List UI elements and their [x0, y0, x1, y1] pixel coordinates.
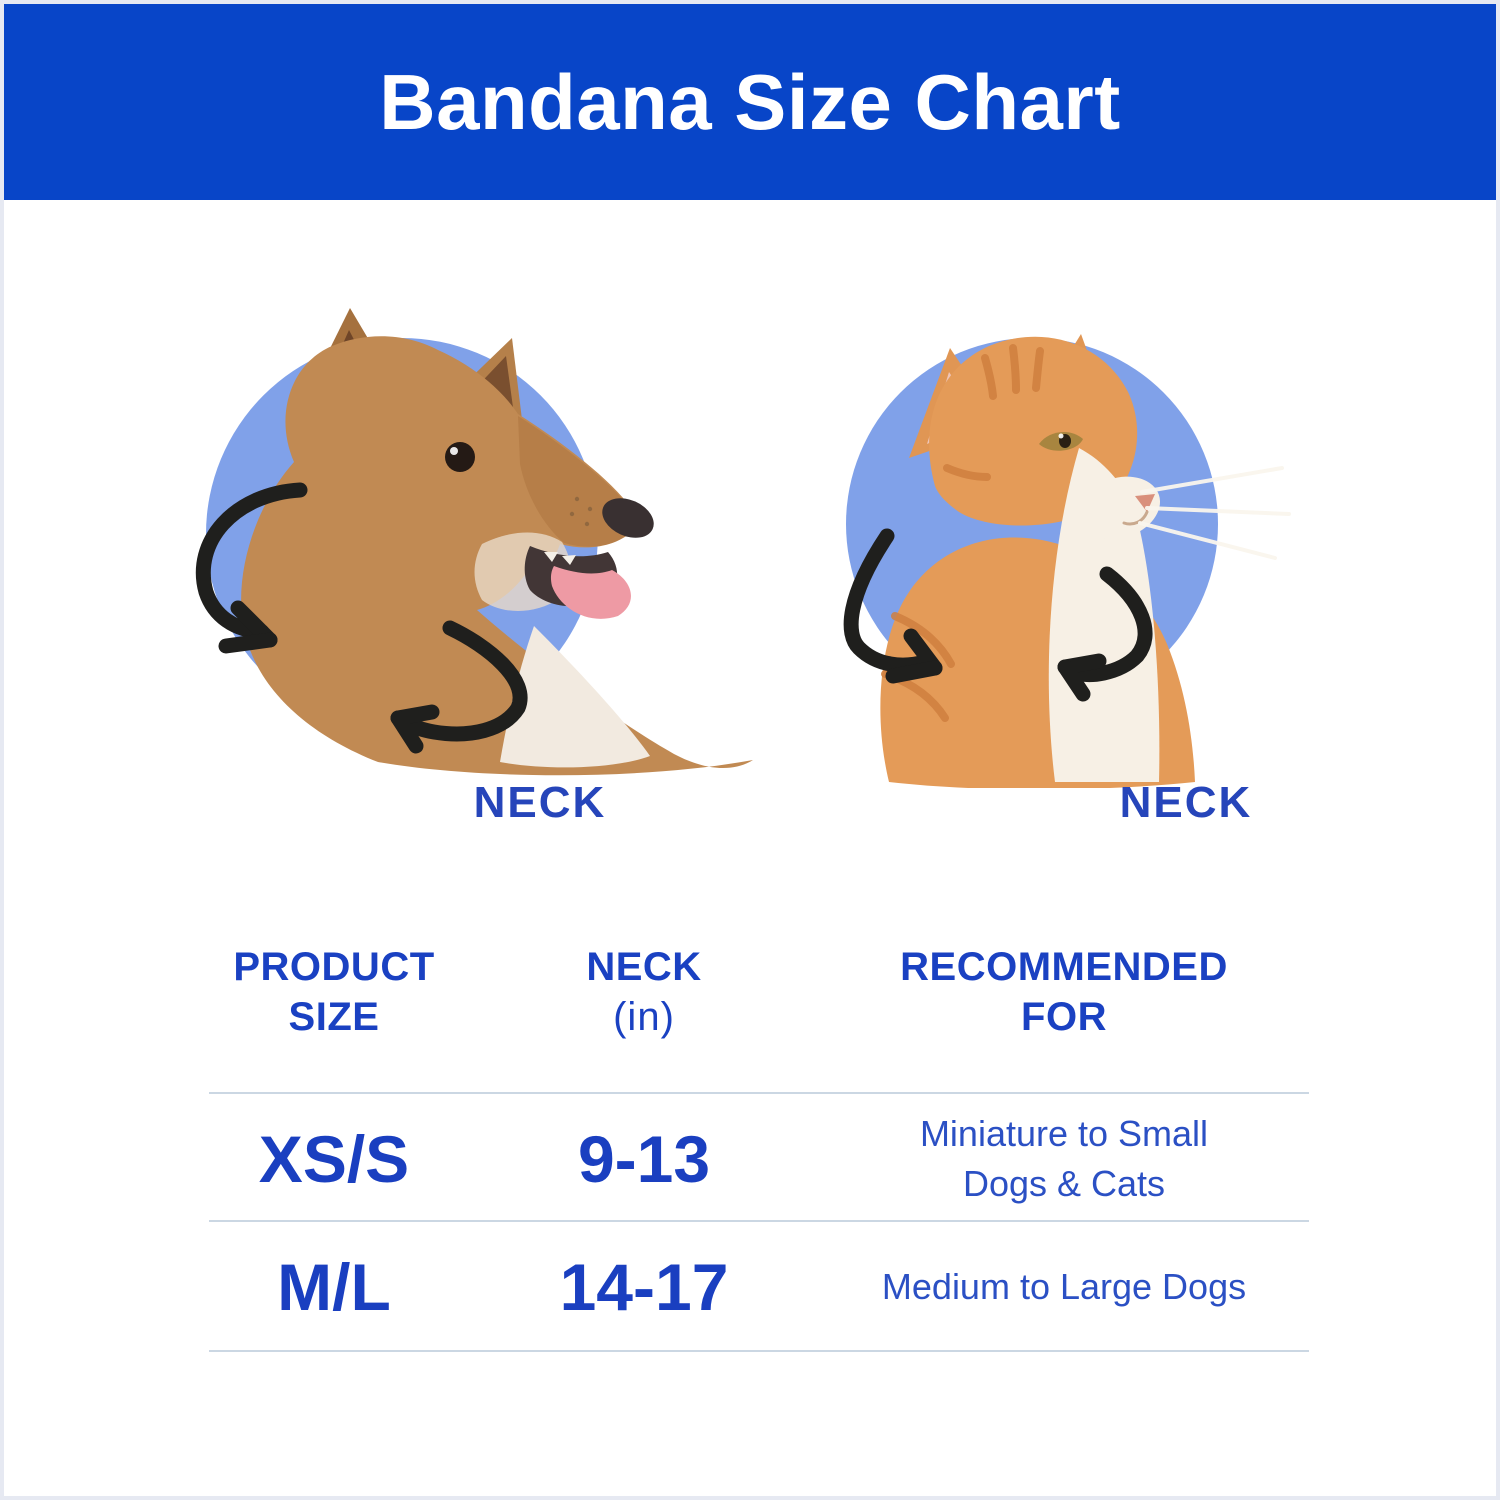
row-divider	[209, 1350, 1309, 1352]
title-banner: Bandana Size Chart	[4, 4, 1496, 200]
column-header-line: SIZE	[288, 995, 380, 1039]
column-header-line: NECK	[586, 945, 702, 989]
recommended-text: Miniature to Small Dogs & Cats	[919, 1113, 1209, 1204]
row-divider	[209, 1220, 1309, 1222]
cell-recommended-for: Medium to Large Dogs	[864, 1228, 1264, 1346]
page-title: Bandana Size Chart	[379, 57, 1121, 146]
column-header-line: (in)	[613, 995, 675, 1039]
column-header-line: RECOMMENDED	[900, 945, 1228, 989]
dog-neck-label: NECK	[473, 778, 607, 827]
column-header-neck-in: NECK (in)	[519, 942, 769, 1042]
cell-neck-in: 9-13	[577, 1122, 711, 1196]
column-header-line: PRODUCT	[233, 945, 435, 989]
cat-neck-label: NECK	[1119, 778, 1253, 827]
cell-recommended-for: Miniature to Small Dogs & Cats	[864, 1100, 1264, 1218]
cell-neck-in: 14-17	[559, 1250, 729, 1324]
dog-photo	[195, 308, 753, 776]
cat-neck-arrow-icon	[843, 528, 1153, 702]
row-divider	[209, 1092, 1309, 1094]
cell-product-size: M/L	[277, 1250, 391, 1324]
cat-photo	[843, 334, 1291, 788]
recommended-text: Medium to Large Dogs	[881, 1266, 1247, 1307]
column-header-recommended-for: RECOMMENDED FOR	[864, 942, 1264, 1042]
cell-product-size: XS/S	[258, 1122, 410, 1196]
dog-neck-arrow-icon	[195, 482, 528, 754]
column-header-line: FOR	[1021, 995, 1107, 1039]
column-header-product-size: PRODUCT SIZE	[209, 942, 459, 1042]
